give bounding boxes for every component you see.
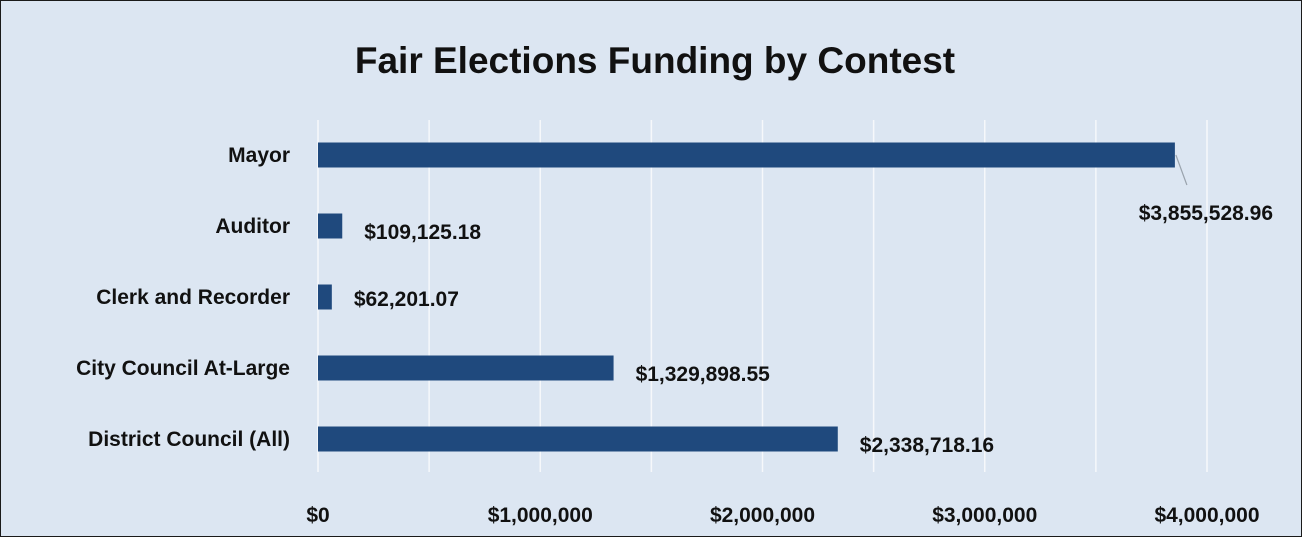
- bar-city-council-at-large: [318, 356, 614, 381]
- bar-auditor: [318, 214, 342, 239]
- x-tick-label: $2,000,000: [710, 504, 815, 527]
- data-label-city-council-at-large: $1,329,898.55: [636, 363, 771, 386]
- data-label-district-council-all: $2,338,718.16: [860, 434, 994, 457]
- leader-lines: [1176, 155, 1187, 185]
- bar-mayor: [318, 143, 1175, 168]
- data-label-mayor: $3,855,528.96: [1139, 202, 1273, 225]
- category-label-auditor: Auditor: [215, 215, 290, 238]
- data-label-clerk-and-recorder: $62,201.07: [354, 288, 459, 311]
- x-tick-label: $3,000,000: [932, 504, 1037, 527]
- category-label-district-council-all: District Council (All): [88, 428, 290, 451]
- x-axis-tick-labels: $0 $1,000,000 $2,000,000 $3,000,000 $4,000,0…: [306, 504, 1259, 527]
- data-label-auditor: $109,125.18: [364, 221, 481, 244]
- bar-district-council-all: [318, 427, 838, 452]
- category-label-clerk-and-recorder: Clerk and Recorder: [96, 286, 290, 309]
- x-tick-label: $4,000,000: [1154, 504, 1259, 527]
- x-tick-label: $0: [306, 504, 329, 527]
- category-label-city-council-at-large: City Council At-Large: [76, 357, 290, 380]
- data-labels: $3,855,528.96 $109,125.18 $62,201.07 $1,329…: [354, 202, 1273, 457]
- bar-clerk-and-recorder: [318, 285, 332, 310]
- category-label-mayor: Mayor: [228, 144, 290, 167]
- category-labels: Mayor Auditor Clerk and Recorder City Counc…: [76, 144, 290, 451]
- x-tick-label: $1,000,000: [488, 504, 593, 527]
- chart-title: Fair Elections Funding by Contest: [355, 40, 955, 81]
- leader-line: [1176, 155, 1187, 185]
